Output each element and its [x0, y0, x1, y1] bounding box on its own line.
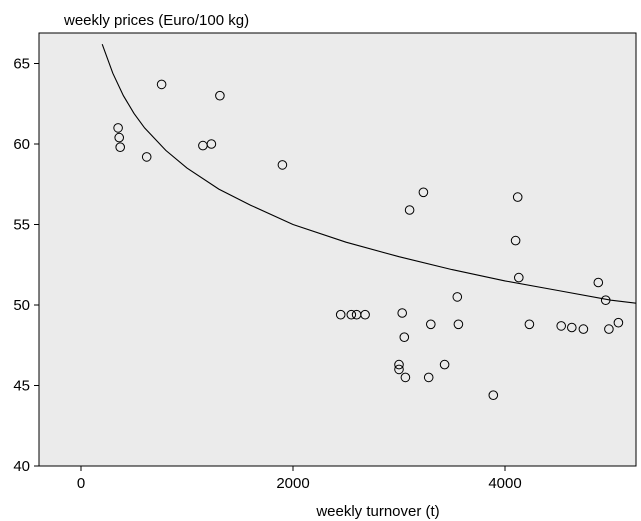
- fitted-curve: [101, 44, 636, 304]
- x-tick-label: 0: [77, 475, 85, 492]
- data-point: [394, 359, 404, 370]
- y-tick-label: 50: [13, 297, 30, 314]
- data-point: [567, 322, 577, 333]
- data-point: [488, 390, 499, 401]
- data-point: [394, 364, 404, 375]
- data-points-layer: [113, 79, 624, 401]
- fitted-curve-layer: [101, 44, 636, 304]
- plot-area: [38, 32, 637, 467]
- data-point: [360, 309, 370, 320]
- x-tick-label: 4000: [488, 475, 521, 492]
- data-point: [600, 295, 611, 306]
- y-tick-label: 45: [13, 378, 30, 395]
- y-tick-label: 55: [13, 217, 30, 234]
- data-point: [335, 309, 346, 320]
- data-point: [423, 372, 434, 383]
- data-point: [604, 324, 614, 334]
- x-tick-label: 2000: [276, 475, 309, 492]
- data-point: [514, 272, 524, 283]
- x-axis-title: weekly turnover (t): [315, 503, 439, 520]
- data-point: [400, 372, 411, 383]
- data-point: [141, 152, 152, 162]
- data-point: [115, 142, 125, 152]
- data-point: [452, 292, 463, 302]
- data-point: [206, 139, 217, 149]
- data-point: [593, 277, 604, 288]
- data-point: [346, 309, 357, 320]
- data-point: [426, 319, 436, 330]
- data-point: [404, 205, 415, 215]
- y-tick-label: 60: [13, 136, 30, 153]
- data-point: [114, 132, 124, 143]
- y-tick-label: 65: [13, 56, 30, 73]
- y-tick-label: 40: [13, 458, 30, 475]
- data-point: [556, 321, 567, 331]
- data-point: [524, 319, 535, 330]
- data-point: [510, 235, 521, 246]
- data-point: [512, 192, 523, 202]
- data-point: [156, 79, 167, 90]
- data-point: [277, 160, 288, 170]
- data-point: [439, 359, 450, 370]
- data-point: [215, 90, 225, 101]
- axes: 4045505560650200040006000800010000: [13, 56, 521, 493]
- data-point: [418, 187, 429, 198]
- data-point: [453, 319, 464, 330]
- data-point: [397, 308, 408, 318]
- data-point: [113, 123, 123, 133]
- y-axis-title: weekly prices (Euro/100 kg): [63, 12, 249, 29]
- plot-frame: [38, 32, 637, 467]
- data-point: [578, 324, 589, 334]
- data-point: [613, 317, 624, 328]
- data-point: [399, 332, 410, 343]
